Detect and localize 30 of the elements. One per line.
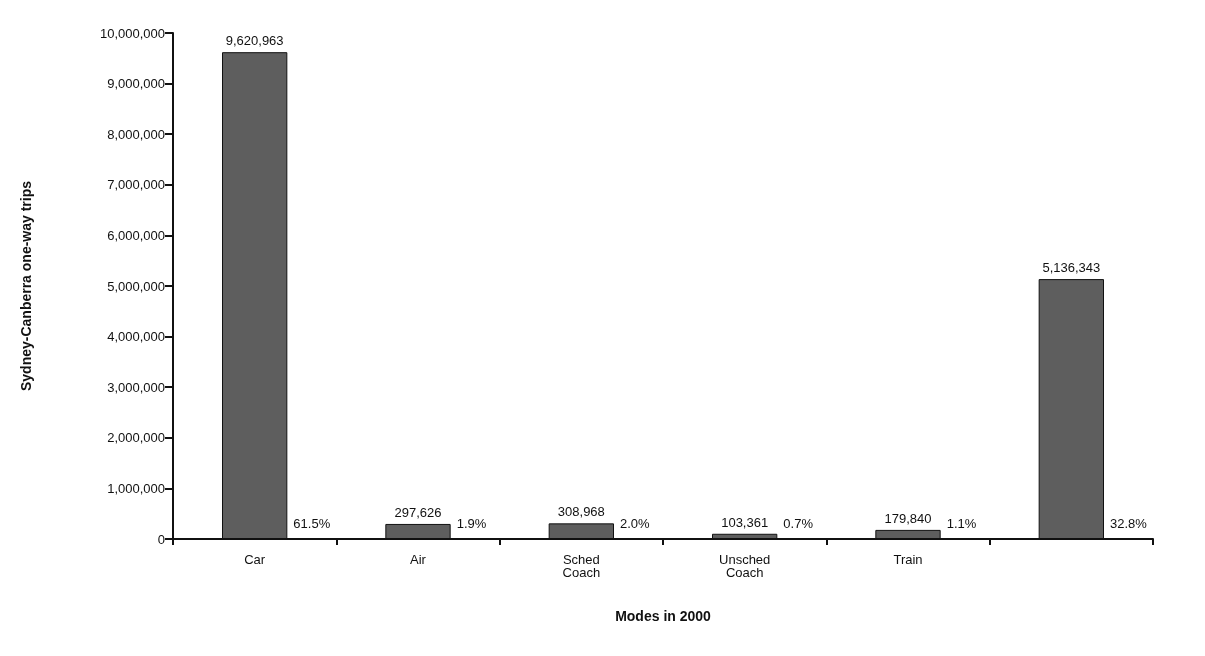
y-tick-label: 2,000,000 <box>107 430 165 446</box>
y-tick-label: 1,000,000 <box>107 480 165 496</box>
y-tick-label: 6,000,000 <box>107 227 165 243</box>
y-tick-label: 4,000,000 <box>107 329 165 345</box>
y-tick-label: 3,000,000 <box>107 379 165 395</box>
data-label: 103,361 <box>721 514 769 530</box>
x-tick-label: Unsched Coach <box>719 552 771 580</box>
y-tick-label: 9,000,000 <box>107 76 165 92</box>
x-tick-label: Train <box>893 552 923 567</box>
annotation: 1.1% <box>946 516 977 531</box>
annotation: 61.5% <box>293 516 331 531</box>
annotation: 2.0% <box>620 516 651 531</box>
data-label: 5,136,343 <box>1042 260 1101 276</box>
data-label: 308,968 <box>557 504 605 520</box>
y-tick-label: 7,000,000 <box>107 177 165 193</box>
y-tick-label: 10,000,000 <box>99 25 165 41</box>
x-tick-label: Sched Coach <box>562 552 601 580</box>
data-label: 297,626 <box>394 504 442 520</box>
y-tick-label: 8,000,000 <box>107 126 165 142</box>
annotation: 1.9% <box>456 516 487 531</box>
x-axis-title: Modes in 2000 <box>615 608 712 624</box>
data-label: 179,840 <box>884 510 932 526</box>
y-axis-title: Sydney-Canberra one-way trips <box>18 180 34 392</box>
annotation: 32.8% <box>1110 516 1148 531</box>
data-label: 9,620,963 <box>225 33 284 49</box>
x-tick-label: Air <box>410 552 427 567</box>
annotation: 0.7% <box>783 516 814 531</box>
y-tick-label: 5,000,000 <box>107 278 165 294</box>
y-tick-label: 0 <box>157 531 165 547</box>
x-tick-label: Car <box>244 552 266 567</box>
